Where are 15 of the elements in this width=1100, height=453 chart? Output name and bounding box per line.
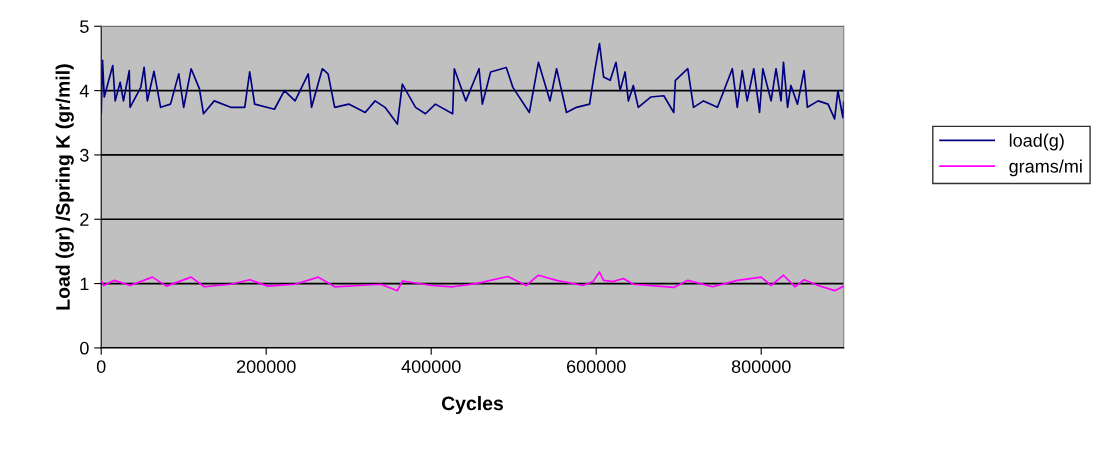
y-tick-label: 0 [80,341,89,355]
x-tick-label: 200000 [236,360,296,373]
legend-label: grams/mi [1009,159,1082,177]
y-tick-label: 5 [80,20,89,33]
x-tick-label: 800000 [731,360,791,373]
y-tick-label: 1 [80,277,89,291]
y-axis-title: Load (gr) /Spring K (gr/mil) [55,64,74,310]
x-axis-title: Cycles [441,395,504,415]
x-tick-label: 400000 [401,360,461,373]
y-tick-label: 2 [80,213,89,226]
x-tick-label: 0 [96,360,106,373]
x-tick-label: 600000 [567,360,626,373]
y-tick-label: 4 [79,84,89,98]
legend-label: load(g) [1009,133,1064,151]
y-tick-label: 3 [80,148,89,162]
